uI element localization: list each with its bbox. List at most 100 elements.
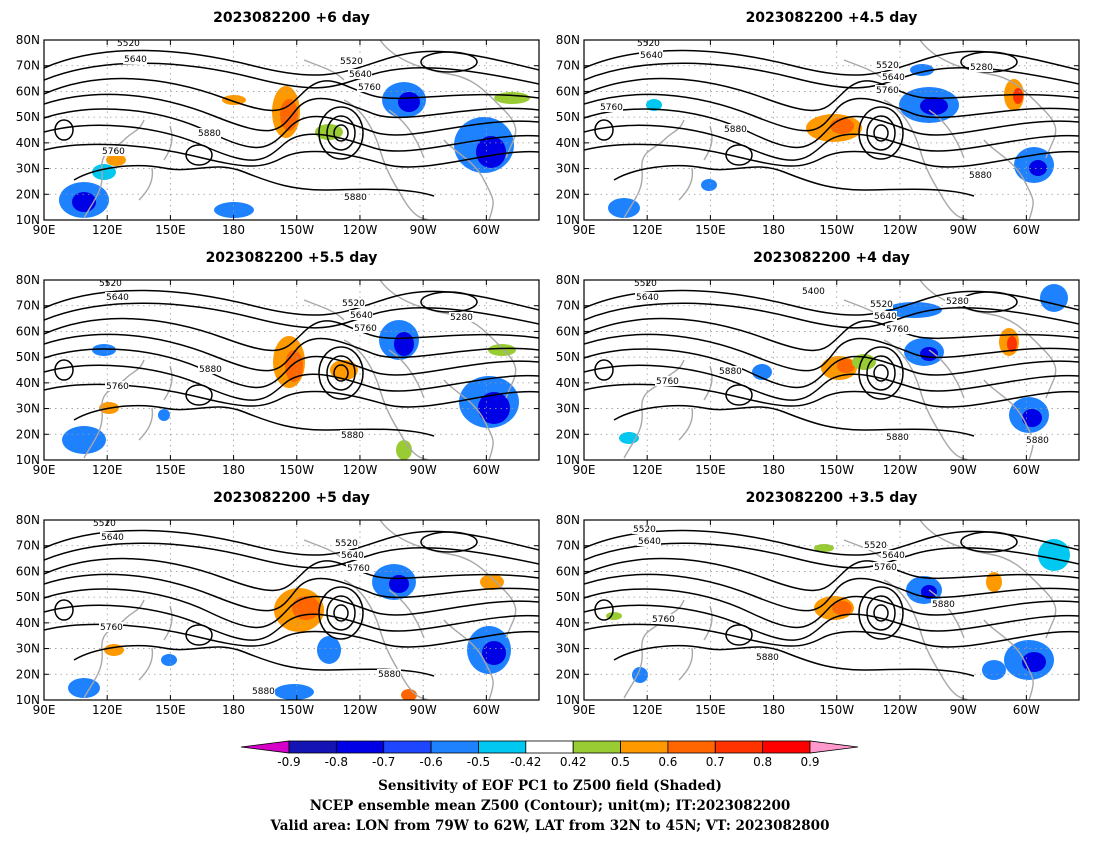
sensitivity-shading xyxy=(68,678,100,698)
map-frame xyxy=(583,279,1080,461)
sensitivity-shading xyxy=(1022,409,1042,427)
colorbar-tick-label: 0.9 xyxy=(800,755,819,769)
z500-contour xyxy=(584,302,1079,329)
lon-tick-label: 120W xyxy=(883,223,918,237)
contour-label-bg xyxy=(637,536,661,546)
coastline xyxy=(623,359,685,459)
contour-label-bg xyxy=(873,562,897,572)
contour-label: 5640 xyxy=(882,73,905,83)
lat-tick-label: 50N xyxy=(556,590,580,604)
contour-label-bg xyxy=(639,50,663,60)
map-frame xyxy=(43,519,540,701)
z500-contour xyxy=(584,364,1079,401)
contour-label: 5640 xyxy=(882,551,905,561)
contour-label-bg xyxy=(339,56,363,66)
contour-label: 5520 xyxy=(634,279,657,289)
coastline xyxy=(928,589,965,639)
colorbar-tick-label: -0.6 xyxy=(419,755,442,769)
sensitivity-shading xyxy=(274,684,314,700)
sensitivity-shading xyxy=(920,97,948,115)
coastline xyxy=(983,619,1034,700)
z500-contour xyxy=(44,348,539,389)
contour-label: 5520 xyxy=(876,61,899,71)
contour-label: 5760 xyxy=(354,324,377,334)
lat-tick-label: 20N xyxy=(556,427,580,441)
contour-label-bg xyxy=(340,430,364,440)
z500-contour xyxy=(584,317,1079,352)
sensitivity-shading xyxy=(608,198,640,218)
contour-label: 5520 xyxy=(335,539,358,549)
lat-tick-label: 20N xyxy=(556,667,580,681)
lat-tick-label: 10N xyxy=(556,693,580,707)
z500-contour xyxy=(44,573,539,612)
coastline xyxy=(138,407,154,441)
lon-tick-label: 90W xyxy=(950,463,977,477)
sensitivity-shading xyxy=(1040,284,1068,312)
colorbar-segment xyxy=(762,740,811,754)
sensitivity-shading xyxy=(396,440,412,460)
contour-label: 5400 xyxy=(802,287,825,297)
z500-contour xyxy=(584,93,1079,132)
z500-contour xyxy=(420,51,478,73)
z500-contour xyxy=(73,644,435,677)
z500-contour xyxy=(326,595,356,631)
lon-tick-label: 120W xyxy=(343,703,378,717)
contour-label: 5640 xyxy=(640,51,663,61)
sensitivity-shading xyxy=(214,202,254,218)
map-frame xyxy=(583,39,1080,221)
z500-contour xyxy=(866,355,896,391)
map-area: 5520 5640 5520 5640 5760 5280 5880 5760 5880 xyxy=(44,280,539,460)
map-panel-1: 2023082200 +6 day 5520 5640 5520 5640 5760 588… xyxy=(16,10,540,237)
lat-tick-label: 30N xyxy=(556,642,580,656)
z500-contour xyxy=(584,383,1079,408)
lon-tick-label: 120W xyxy=(343,463,378,477)
lat-tick-label: 30N xyxy=(16,642,40,656)
lat-tick-label: 30N xyxy=(556,402,580,416)
lon-tick-label: 120W xyxy=(883,463,918,477)
z500-contour xyxy=(725,384,753,406)
sensitivity-shading xyxy=(401,689,417,700)
sensitivity-shading xyxy=(92,164,116,180)
lon-tick-label: 60W xyxy=(473,223,500,237)
colorbar-segment xyxy=(478,740,527,754)
contour-label: 5760 xyxy=(102,147,125,157)
sensitivity-shading xyxy=(701,179,717,191)
contour-label-bg xyxy=(718,366,742,376)
contour-label: 5760 xyxy=(358,83,381,93)
lon-tick-label: 180 xyxy=(762,223,785,237)
lat-tick-label: 40N xyxy=(16,616,40,630)
contour-label-bg xyxy=(873,311,897,321)
lon-tick-label: 90E xyxy=(33,223,56,237)
z500-contour xyxy=(333,124,349,142)
lon-tick-label: 120W xyxy=(343,223,378,237)
lat-tick-label: 40N xyxy=(556,136,580,150)
z500-contour xyxy=(44,383,539,408)
contour-label: 5520 xyxy=(864,541,887,551)
contour-label: 5280 xyxy=(970,63,993,73)
sensitivity-shading xyxy=(476,136,506,168)
lat-tick-label: 80N xyxy=(556,513,580,527)
lat-tick-label: 80N xyxy=(556,33,580,47)
colorbar-min-arrow xyxy=(240,740,290,754)
z500-contour xyxy=(333,604,349,622)
coastline xyxy=(343,339,429,460)
contour-label: 5880 xyxy=(252,687,275,697)
contour-label-bg xyxy=(100,532,124,542)
colorbar-segment xyxy=(714,740,764,754)
map-panel-5: 2023082200 +5 day 5520 5640 5520 5640 5760 576… xyxy=(16,490,540,717)
coastline xyxy=(83,359,145,459)
coastline xyxy=(678,647,694,681)
sensitivity-shading xyxy=(1013,88,1023,104)
lon-tick-label: 180 xyxy=(762,703,785,717)
contour-label-bg xyxy=(377,669,401,679)
z500-contour xyxy=(44,124,539,161)
coastline xyxy=(919,520,1057,639)
lat-tick-label: 50N xyxy=(556,350,580,364)
caption: Sensitivity of EOF PC1 to Z500 field (Sh… xyxy=(270,778,830,834)
sensitivity-shading xyxy=(837,359,855,373)
sensitivity-shading xyxy=(389,575,409,593)
lon-tick-label: 150E xyxy=(695,703,726,717)
z500-contour xyxy=(584,588,1079,629)
lat-tick-label: 10N xyxy=(16,213,40,227)
colorbar-segment xyxy=(620,740,669,754)
